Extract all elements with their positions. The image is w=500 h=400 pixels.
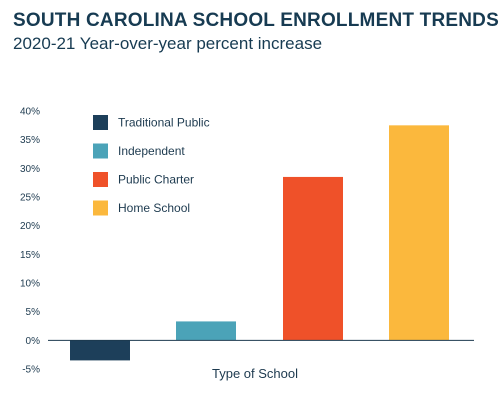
y-tick-label: 40% [20, 107, 40, 118]
legend-label: Public Charter [118, 173, 194, 187]
y-tick-label: 25% [20, 193, 40, 204]
bar-traditional-public [70, 340, 130, 361]
bars [70, 125, 449, 361]
bar-independent [176, 321, 236, 341]
y-tick-label: 35% [20, 135, 40, 146]
y-tick-label: 5% [26, 307, 41, 318]
legend-swatch [93, 200, 108, 216]
legend-label: Independent [118, 144, 185, 158]
y-tick-label: 20% [20, 221, 40, 232]
x-axis-label: Type of School [212, 366, 298, 381]
chart-title: SOUTH CAROLINA SCHOOL ENROLLMENT TRENDS [13, 10, 499, 31]
legend: Traditional Public Independent Public Char… [93, 115, 210, 216]
bar-public-charter [283, 176, 343, 341]
legend-label: Traditional Public [118, 116, 210, 130]
y-tick-label: 10% [20, 279, 40, 290]
y-tick-label: 30% [20, 164, 40, 175]
y-tick-label: 0% [26, 336, 41, 347]
legend-label: Home School [118, 201, 190, 215]
bar-home-school [389, 125, 449, 341]
y-axis-ticks: 40% 35% 30% 25% 20% 15% 10% 5% 0% -5% [20, 107, 40, 376]
legend-swatch [93, 172, 108, 187]
chart-subtitle: 2020-21 Year-over-year percent increase [13, 34, 323, 53]
y-tick-label: 15% [20, 250, 40, 261]
y-tick-label: -5% [22, 365, 40, 376]
legend-swatch [93, 143, 108, 159]
legend-swatch [93, 115, 108, 130]
